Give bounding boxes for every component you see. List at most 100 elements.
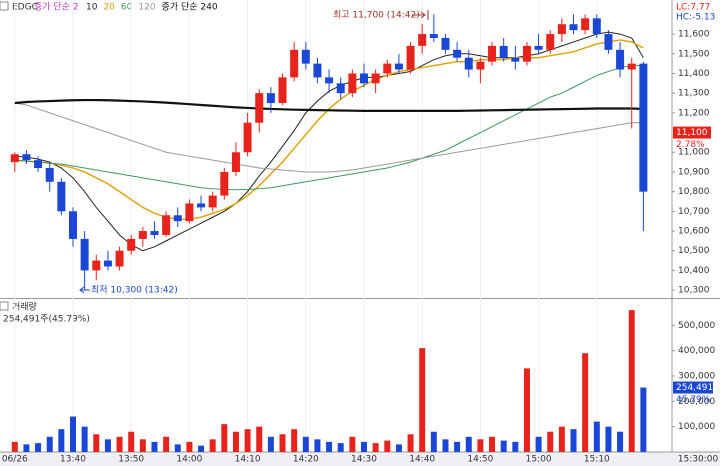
candle-body (231, 152, 240, 172)
volume-bar (605, 426, 612, 452)
volume-bar (35, 443, 42, 452)
y-tick-label: 10,300 (678, 286, 710, 296)
volume-bar (267, 436, 274, 452)
candle-body (255, 93, 264, 123)
candle-body (92, 260, 101, 271)
candle-body (266, 93, 275, 104)
candle-body (301, 49, 310, 64)
price-badge-label: 11,100 (676, 128, 708, 138)
candle-body (488, 45, 497, 62)
candle-body (57, 181, 66, 212)
volume-bar (279, 434, 286, 452)
candle-body (581, 18, 590, 31)
candle-body (429, 34, 438, 39)
volume-bar (232, 431, 239, 452)
volume-bar (361, 441, 367, 452)
symbol: EDGC (12, 3, 38, 13)
volume-bar (139, 439, 146, 452)
candle-body (604, 34, 613, 50)
ma-line (14, 65, 644, 191)
volume-bar (628, 310, 635, 452)
volume-bar (442, 439, 449, 452)
x-tick-label: 13:50 (118, 455, 144, 465)
y-tick-label: 11,200 (678, 108, 710, 118)
volume-bar (337, 443, 344, 452)
volume-bar (46, 436, 53, 452)
volume-bar (198, 445, 205, 452)
candle-body (383, 63, 392, 74)
candle-body (406, 45, 415, 70)
candle-body (464, 57, 473, 70)
volume-bar (523, 368, 530, 452)
candle-body (197, 203, 206, 208)
candle-body (22, 154, 31, 161)
price-change: 2.78% (676, 140, 705, 150)
volume-bar (593, 421, 600, 452)
volume-bar (465, 436, 472, 452)
candle-body (115, 250, 124, 267)
volume-bar (547, 431, 554, 452)
volume-bar (500, 440, 507, 452)
y-tick-label: 11,600 (678, 30, 710, 40)
y-tick-label: 400,000 (678, 346, 715, 356)
volume-bar (104, 439, 111, 452)
candle-body (394, 63, 403, 70)
x-end-label: 15:30:00 (678, 455, 719, 465)
volume-bar (372, 443, 379, 452)
volume-title: 거래량 (12, 301, 37, 313)
volume-bar (570, 429, 577, 452)
legend-box (0, 1, 9, 11)
volume-summary: 254,491주(45.79%) (3, 314, 90, 325)
volume-bar (23, 444, 30, 452)
candle-body (441, 38, 450, 50)
volume-bar (582, 353, 589, 452)
candle-body (220, 171, 229, 196)
volume-bar (163, 436, 170, 452)
candle-body (138, 231, 147, 239)
candle-body (208, 195, 217, 208)
x-tick-label: 06/26 (2, 455, 28, 465)
annotation-arrow (79, 286, 90, 294)
y-tick-label: 11,500 (678, 49, 710, 59)
candle-body (616, 49, 625, 70)
candle-body (313, 63, 322, 78)
volume-bar (186, 441, 193, 452)
candle-body (522, 45, 531, 62)
volume-bar (430, 431, 437, 452)
candle-body (499, 45, 508, 58)
ma-line (14, 98, 644, 112)
candle-body (45, 168, 54, 182)
volume-bar (128, 431, 135, 452)
y-tick-label: 10,400 (678, 266, 710, 276)
volume-bar (617, 431, 624, 452)
hc: HC:-5.13 (676, 13, 715, 23)
candle-body (150, 231, 159, 235)
candle-body (69, 211, 77, 239)
volume-bar (256, 426, 263, 452)
x-tick-label: 15:10 (584, 455, 610, 465)
x-tick-label: 14:10 (235, 455, 261, 465)
volume-bar (314, 439, 321, 452)
legend-box (0, 301, 9, 311)
candle-body (627, 63, 636, 70)
volume-bar (58, 429, 65, 452)
annotation: 최저 10,300 (13:42) (91, 285, 178, 296)
y-tick-label: 500,000 (678, 321, 715, 331)
candle-body (592, 18, 601, 35)
price-badge (673, 126, 711, 139)
y-tick-label: 11,300 (678, 89, 710, 99)
y-tick-label: 10,900 (678, 167, 710, 177)
volume-bar (407, 434, 414, 452)
volume-badge (673, 381, 713, 394)
candle-body (10, 154, 19, 163)
legend-label: 120 (138, 3, 155, 13)
y-tick-label: 10,600 (678, 227, 710, 237)
volume-bar (11, 441, 18, 452)
x-tick-label: 13:40 (60, 455, 86, 465)
volume-bar (477, 439, 484, 452)
candle-body (476, 61, 485, 70)
volume-bar (326, 441, 333, 452)
candle-body (639, 63, 648, 192)
lc: LC:7.77 (676, 3, 710, 13)
